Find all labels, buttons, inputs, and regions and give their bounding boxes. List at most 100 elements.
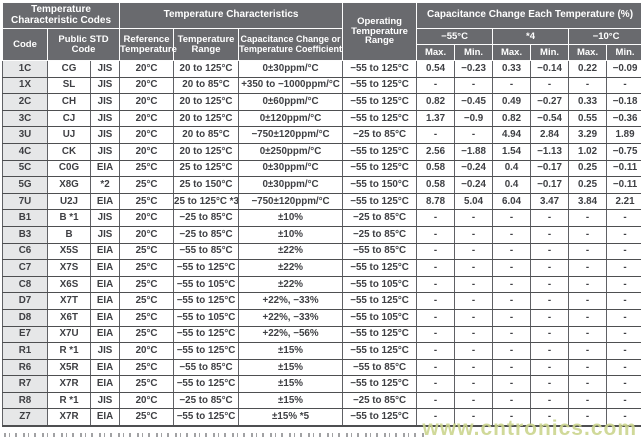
cell-op_range: −55 to 125°C	[342, 109, 418, 128]
cell-m10_max: -	[568, 225, 608, 244]
cell-cap_change: +22%, −33%	[238, 292, 344, 310]
cell-cap_change: 0±30ppm/°C	[238, 176, 344, 194]
cell-m10_max: -	[568, 76, 608, 95]
cell-temp_range: −25 to 85°C	[173, 209, 240, 227]
cell-m10_min: -	[606, 358, 641, 377]
cell-m10_max: -	[568, 342, 608, 360]
cell-m55_min: −0.24	[454, 176, 494, 194]
cell-m55_min: −1.88	[454, 142, 494, 161]
cell-std_code: CJ	[47, 109, 91, 128]
cell-m10_min: 2.21	[606, 192, 641, 211]
cell-ref_temp: 25°C	[119, 408, 175, 428]
cell-s4_min: -	[530, 325, 570, 344]
cell-m55_min: −0.9	[454, 109, 494, 128]
cell-m55_min: -	[454, 325, 494, 344]
cell-m10_min: -	[606, 76, 641, 95]
cell-m10_min: -	[606, 342, 641, 360]
cell-op_range: −25 to 85°C	[342, 126, 418, 144]
table-row: 3U UJ JIS 20°C 20 to 85°C −750±120ppm/°C −25 t…	[2, 126, 641, 144]
cell-std_code: X5R	[47, 358, 91, 377]
cell-m55_max: 8.78	[416, 192, 456, 211]
cell-m55_min: -	[454, 259, 494, 277]
cell-temp_range: −55 to 105°C	[173, 308, 240, 327]
cell-m55_max: -	[416, 242, 456, 261]
header-s4-min: Min.	[530, 44, 570, 61]
cell-op_range: −55 to 125°C	[342, 93, 418, 111]
cell-std_code: X7R	[47, 375, 91, 393]
cell-temp_range: −25 to 85°C	[173, 391, 240, 410]
cell-ref_temp: 25°C	[119, 325, 175, 344]
cell-s4_min: -	[530, 259, 570, 277]
cell-code: 3C	[2, 109, 48, 128]
cell-std_code: X7R	[47, 408, 91, 428]
table-row: 2C CH JIS 20°C 20 to 125°C 0±60ppm/°C −55 to 1…	[2, 93, 641, 111]
cell-m10_max: -	[568, 358, 608, 377]
cell-m55_max: -	[416, 209, 456, 227]
cell-std_code: X6T	[47, 308, 91, 327]
cell-code: C7	[2, 259, 48, 277]
cell-s4_min: -	[530, 408, 570, 428]
cell-code: R7	[2, 375, 48, 393]
cell-ref_temp: 20°C	[119, 93, 175, 111]
cell-code: E7	[2, 325, 48, 344]
cell-m55_max: -	[416, 408, 456, 428]
cell-s4_max: 0.4	[492, 159, 532, 178]
cell-std_org: EIA	[89, 408, 121, 428]
cell-std_org: EIA	[89, 242, 121, 261]
cell-m10_max: -	[568, 408, 608, 428]
cell-m10_min: −0.18	[606, 93, 641, 111]
cell-temp_range: 20 to 125°C	[173, 109, 240, 128]
cell-code: R1	[2, 342, 48, 360]
cell-ref_temp: 20°C	[119, 142, 175, 161]
cell-s4_min: −1.13	[530, 142, 570, 161]
cell-s4_max: 0.82	[492, 109, 532, 128]
header-temperature-range: Temperature Range	[173, 28, 240, 61]
cell-temp_range: 20 to 85°C	[173, 76, 240, 95]
cell-temp_range: 25 to 150°C	[173, 176, 240, 194]
cell-s4_max: 1.54	[492, 142, 532, 161]
cell-code: 5G	[2, 176, 48, 194]
cell-code: D8	[2, 308, 48, 327]
cell-s4_max: -	[492, 358, 532, 377]
cell-ref_temp: 20°C	[119, 209, 175, 227]
cell-std_org: JIS	[89, 109, 121, 128]
cell-op_range: −55 to 125°C	[342, 292, 418, 310]
cell-m10_min: -	[606, 391, 641, 410]
table-row: R8 R *1 JIS 20°C −25 to 85°C ±15% −25 to 85°C -…	[2, 391, 641, 410]
cell-std_org: JIS	[89, 391, 121, 410]
cell-s4_max: -	[492, 259, 532, 277]
cell-std_code: SL	[47, 76, 91, 95]
cell-m10_max: -	[568, 391, 608, 410]
cell-m55_min: -	[454, 76, 494, 95]
cell-s4_min: -	[530, 375, 570, 393]
cell-std_org: EIA	[89, 308, 121, 327]
cell-m10_min: -	[606, 225, 641, 244]
cell-m55_min: −0.45	[454, 93, 494, 111]
cell-code: B1	[2, 209, 48, 227]
header-temp-star4: *4	[492, 28, 570, 45]
cell-s4_max: -	[492, 225, 532, 244]
cell-m10_min: -	[606, 375, 641, 393]
cell-temp_range: 25 to 125°C *3	[173, 192, 240, 211]
cell-s4_min: -	[530, 275, 570, 294]
cell-m55_max: 0.58	[416, 159, 456, 178]
cell-std_code: X7U	[47, 325, 91, 344]
cell-m10_max: -	[568, 308, 608, 327]
cell-cap_change: 0±250ppm/°C	[238, 142, 344, 161]
cell-m55_min: -	[454, 391, 494, 410]
cell-ref_temp: 25°C	[119, 192, 175, 211]
cell-op_range: −25 to 85°C	[342, 225, 418, 244]
cell-s4_min: 2.84	[530, 126, 570, 144]
cell-temp_range: −25 to 85°C	[173, 225, 240, 244]
cell-s4_max: -	[492, 342, 532, 360]
cell-s4_max: 0.49	[492, 93, 532, 111]
cell-ref_temp: 20°C	[119, 76, 175, 95]
header-operating-range: Operating Temperature Range	[342, 2, 418, 61]
cell-ref_temp: 25°C	[119, 159, 175, 178]
cell-code: Z7	[2, 408, 48, 428]
cell-op_range: −25 to 85°C	[342, 391, 418, 410]
cell-m10_max: 0.25	[568, 176, 608, 194]
cell-code: B3	[2, 225, 48, 244]
cell-std_org: EIA	[89, 192, 121, 211]
